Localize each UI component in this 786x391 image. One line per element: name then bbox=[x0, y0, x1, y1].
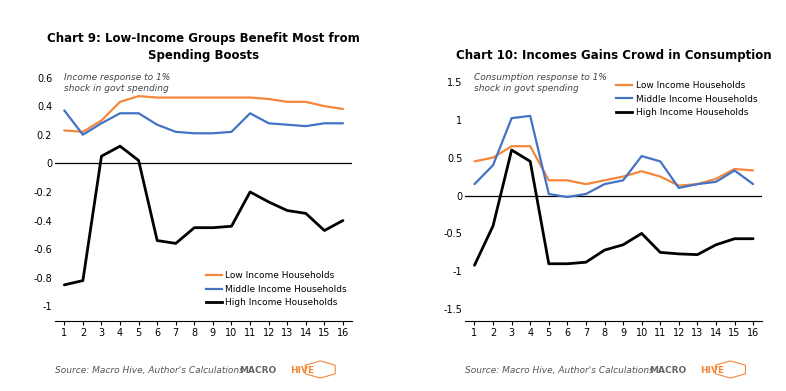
Text: Source: Macro Hive, Author's Calculations: Source: Macro Hive, Author's Calculation… bbox=[465, 366, 654, 375]
Text: Income response to 1%
shock in govt spending: Income response to 1% shock in govt spen… bbox=[64, 73, 171, 93]
Text: MACRO: MACRO bbox=[239, 366, 277, 375]
Text: MACRO: MACRO bbox=[649, 366, 687, 375]
Legend: Low Income Households, Middle Income Households, High Income Households: Low Income Households, Middle Income Hou… bbox=[612, 77, 761, 121]
Title: Chart 10: Incomes Gains Crowd in Consumption: Chart 10: Incomes Gains Crowd in Consump… bbox=[456, 49, 772, 62]
Legend: Low Income Households, Middle Income Households, High Income Households: Low Income Households, Middle Income Hou… bbox=[202, 268, 351, 311]
Text: Source: Macro Hive, Author's Calculations: Source: Macro Hive, Author's Calculation… bbox=[55, 366, 244, 375]
Text: HIVE: HIVE bbox=[290, 366, 314, 375]
Text: Consumption response to 1%
shock in govt spending: Consumption response to 1% shock in govt… bbox=[474, 73, 607, 93]
Title: Chart 9: Low-Income Groups Benefit Most from
Spending Boosts: Chart 9: Low-Income Groups Benefit Most … bbox=[47, 32, 360, 62]
Text: HIVE: HIVE bbox=[700, 366, 725, 375]
